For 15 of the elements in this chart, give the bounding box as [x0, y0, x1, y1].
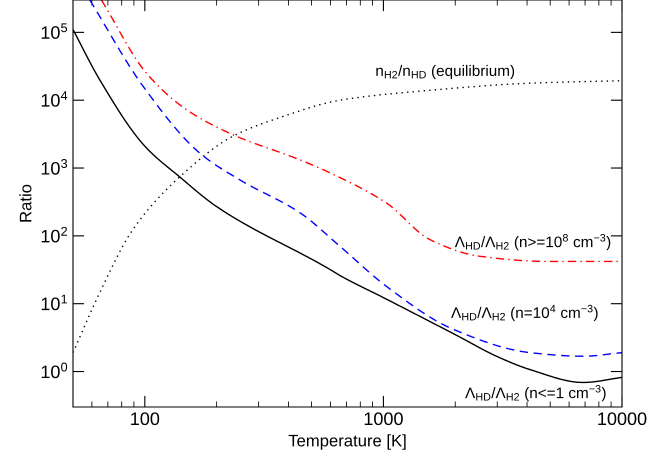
- x-tick-label: 10000: [598, 412, 646, 426]
- y-tick-label: 10$^{0}$: [42, 362, 68, 378]
- y-tick-label: 10$^{2}$: [42, 226, 67, 243]
- legend-label: Λ$_{HD}$/Λ$_{H2}$ (n<=1 cm$^{−3}$): [465, 384, 606, 402]
- y-tick-label: 10$^{4}$: [42, 91, 68, 107]
- series-label: n$_{H2}$/n$_{HD}$ (equilibrium): [376, 64, 514, 80]
- x-tick-label: 1000: [364, 412, 403, 426]
- y-tick-label: 10$^{5}$: [42, 23, 68, 39]
- text: Λ$_{HD}$/Λ$_{H2}$ (n=10$^{4}$ cm$^{−3}$): [451, 304, 598, 322]
- y-tick-label: 10$^{3}$: [42, 159, 68, 175]
- x-tick-label: 100: [131, 412, 160, 426]
- x-axis-title: Temperature [K]: [288, 434, 406, 450]
- y-axis-title: Ratio: [19, 184, 32, 222]
- text: Λ$_{HD}$/Λ$_{H2}$ (n>=10$^{8}$ cm$^{−3}$): [454, 234, 610, 250]
- y-tick-label: 10$^{1}$: [42, 294, 67, 310]
